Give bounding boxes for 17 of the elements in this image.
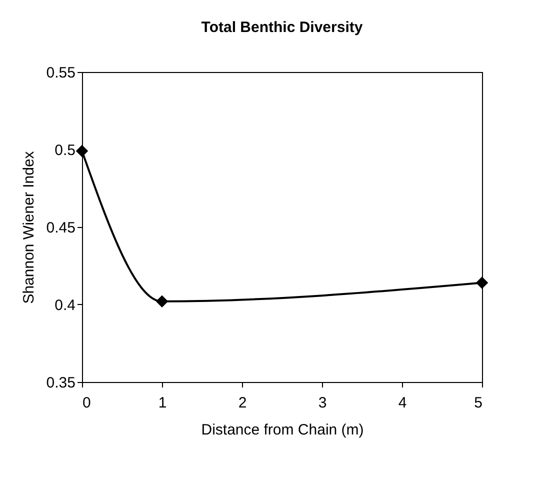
point [476, 276, 488, 289]
x-axis-title: Distance from Chain (m) [201, 422, 364, 438]
y-axis-title: Shannon Wiener Index [20, 150, 38, 304]
chart-title: Total Benthic Diversity [201, 19, 364, 36]
x-tick-label: 3 [318, 394, 327, 412]
point [156, 295, 168, 308]
y-tick-label: 0.5 [54, 142, 76, 159]
x-tick-label: 5 [474, 394, 482, 412]
x-tick-label: 0 [82, 394, 91, 412]
y-tick-label: 0.45 [46, 220, 76, 236]
point [76, 144, 88, 158]
y-tick-label: 0.55 [46, 64, 76, 82]
y-tick-label: 0.4 [54, 297, 76, 314]
x-tick-label: 4 [398, 394, 407, 412]
y-tick-label: 0.35 [46, 374, 76, 392]
x-tick-label: 1 [158, 394, 167, 412]
x-tick-label: 2 [238, 394, 247, 412]
